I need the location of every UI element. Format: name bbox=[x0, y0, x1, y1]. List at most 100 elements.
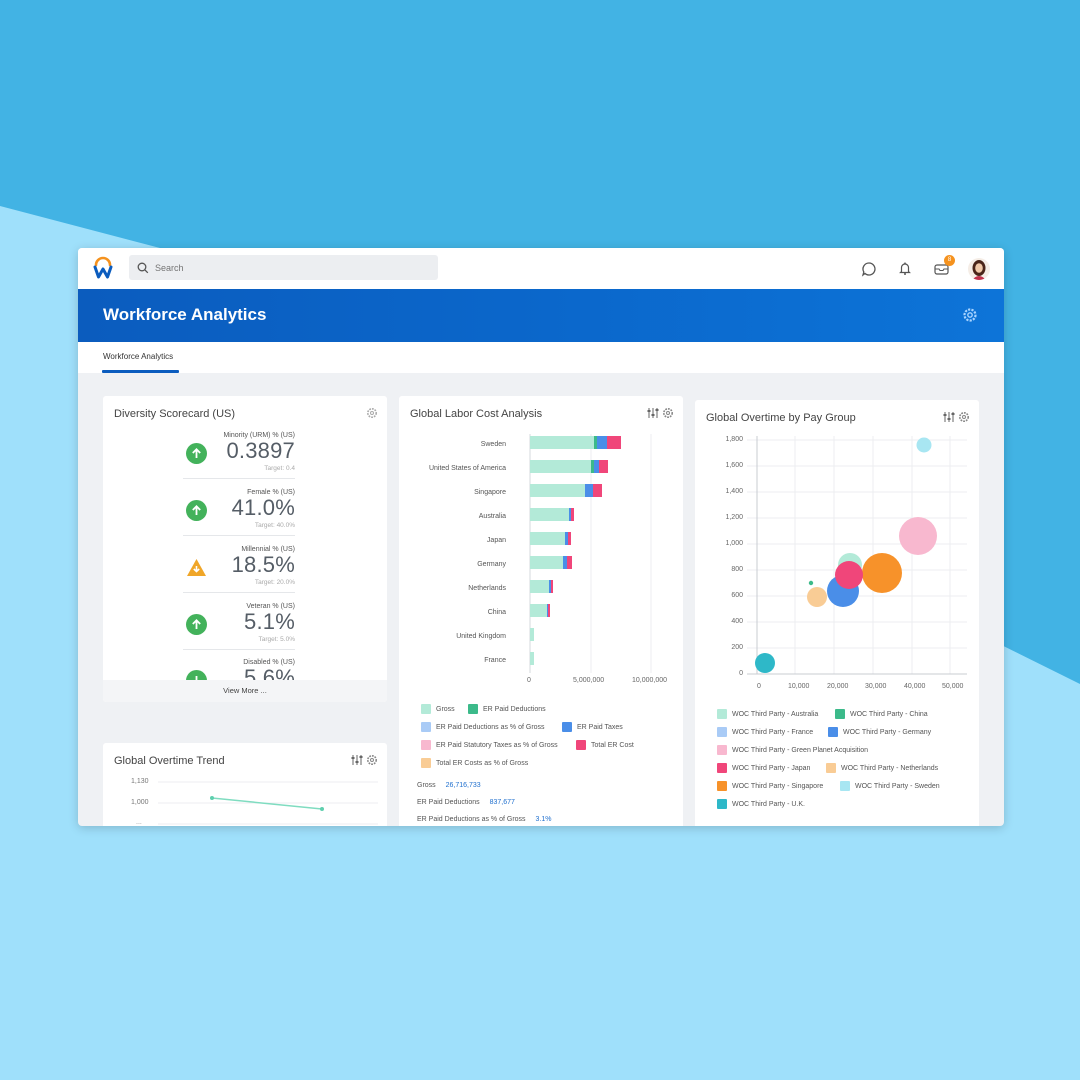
svg-text:Australia: Australia bbox=[479, 513, 506, 520]
metric-value: 0.3897 bbox=[226, 438, 295, 463]
y-tick: 600 bbox=[731, 592, 743, 599]
legend-item[interactable]: WOC Third Party - U.K. bbox=[717, 799, 805, 809]
y-tick: ... bbox=[136, 819, 142, 826]
settings-gear-icon[interactable] bbox=[366, 754, 378, 766]
legend-label: WOC Third Party - U.K. bbox=[732, 800, 805, 808]
card-title: Diversity Scorecard (US) bbox=[114, 408, 236, 420]
legend-item[interactable]: WOC Third Party - Netherlands bbox=[826, 763, 938, 773]
card-title: Global Overtime by Pay Group bbox=[706, 412, 856, 424]
legend-label: WOC Third Party - Netherlands bbox=[841, 764, 939, 772]
metric-target: Target: 40.0% bbox=[254, 522, 295, 529]
legend-label: WOC Third Party - Germany bbox=[843, 728, 932, 736]
legend-item[interactable]: WOC Third Party - Singapore bbox=[717, 781, 823, 791]
legend-swatch bbox=[421, 722, 431, 732]
summary-row: Gross 26,716,733 bbox=[417, 782, 481, 789]
labor-cost-bar-chart: Sweden United States of America Singapor… bbox=[429, 434, 652, 673]
metric-millennial[interactable]: Millennial % (US) 18.5% Target: 20.0% bbox=[183, 546, 295, 603]
card-title: Global Overtime Trend bbox=[114, 755, 225, 767]
y-tick: 1,000 bbox=[131, 799, 149, 806]
x-tick: 0 bbox=[527, 677, 531, 684]
legend-swatch bbox=[828, 727, 838, 737]
legend-swatch bbox=[421, 758, 431, 768]
card-title: Global Labor Cost Analysis bbox=[410, 408, 543, 420]
metric-minority[interactable]: Minority (URM) % (US) 0.3897 Target: 0.4 bbox=[183, 432, 295, 489]
metric-label: Millennial % (US) bbox=[241, 546, 295, 553]
settings-gear-icon[interactable] bbox=[958, 411, 970, 423]
divider bbox=[183, 592, 295, 593]
legend-item[interactable]: WOC Third Party - Japan bbox=[717, 763, 810, 773]
y-tick: 1,000 bbox=[725, 540, 743, 547]
view-more-link[interactable]: View More ... bbox=[103, 680, 387, 702]
arrow-up-icon bbox=[186, 500, 207, 521]
chat-icon[interactable] bbox=[860, 260, 878, 278]
legend-item[interactable]: ER Paid Statutory Taxes as % of Gross bbox=[421, 740, 558, 750]
avatar[interactable] bbox=[968, 257, 990, 280]
legend-label: WOC Third Party - Sweden bbox=[855, 782, 940, 790]
arrow-up-icon bbox=[186, 614, 207, 635]
metric-value: 5.1% bbox=[244, 609, 295, 634]
notification-badge: 8 bbox=[944, 254, 955, 266]
legend-item[interactable]: WOC Third Party - Sweden bbox=[840, 781, 940, 791]
legend-label: WOC Third Party - Green Planet Acquisiti… bbox=[732, 746, 869, 754]
logo-icon bbox=[93, 256, 113, 279]
metric-veteran[interactable]: Veteran % (US) 5.1% Target: 5.0% bbox=[183, 603, 295, 660]
metric-target: Target: 5.0% bbox=[258, 636, 296, 643]
settings-gear-icon[interactable] bbox=[366, 407, 378, 419]
legend-item[interactable]: WOC Third Party - Australia bbox=[717, 709, 818, 719]
legend-item[interactable]: WOC Third Party - Germany bbox=[828, 727, 931, 737]
filter-icon[interactable] bbox=[647, 407, 659, 419]
legend-item[interactable]: Total ER Costs as % of Gross bbox=[421, 758, 528, 768]
filter-icon[interactable] bbox=[943, 411, 955, 423]
summary-value[interactable]: 26,716,733 bbox=[445, 782, 481, 789]
workday-logo[interactable] bbox=[78, 248, 128, 289]
legend-swatch bbox=[562, 722, 572, 732]
x-tick: 20,000 bbox=[827, 683, 849, 690]
legend-swatch bbox=[421, 704, 431, 714]
y-tick: 1,130 bbox=[131, 778, 149, 785]
metric-female[interactable]: Female % (US) 41.0% Target: 40.0% bbox=[183, 489, 295, 546]
settings-gear-icon[interactable] bbox=[962, 307, 978, 323]
summary-value[interactable]: 837,677 bbox=[489, 799, 515, 806]
legend-swatch bbox=[840, 781, 850, 791]
x-tick: 5,000,000 bbox=[573, 677, 605, 684]
y-tick: 800 bbox=[731, 566, 743, 573]
y-tick: 1,800 bbox=[725, 436, 743, 443]
overtime-bubble-chart bbox=[747, 436, 967, 675]
search-icon bbox=[137, 262, 149, 273]
legend-item[interactable]: Gross bbox=[421, 704, 455, 714]
metric-value: 18.5% bbox=[231, 552, 295, 577]
legend-item[interactable]: WOC Third Party - Green Planet Acquisiti… bbox=[717, 745, 868, 755]
legend-item[interactable]: Total ER Cost bbox=[576, 740, 634, 750]
legend-item[interactable]: ER Paid Taxes bbox=[562, 722, 623, 732]
settings-gear-icon[interactable] bbox=[662, 407, 674, 419]
legend-label: WOC Third Party - China bbox=[850, 710, 928, 718]
tab-workforce-analytics[interactable]: Workforce Analytics bbox=[103, 352, 174, 361]
divider bbox=[183, 649, 295, 650]
search-input[interactable] bbox=[155, 262, 415, 273]
legend-swatch bbox=[468, 704, 478, 714]
tab-bar: Workforce Analytics bbox=[78, 342, 1004, 373]
legend-item[interactable]: WOC Third Party - France bbox=[717, 727, 813, 737]
x-tick: 30,000 bbox=[865, 683, 887, 690]
divider bbox=[183, 478, 295, 479]
svg-text:China: China bbox=[488, 609, 506, 616]
inbox-icon[interactable]: 8 bbox=[932, 254, 955, 278]
legend-item[interactable]: ER Paid Deductions bbox=[468, 704, 546, 714]
summary-label: ER Paid Deductions as % of Gross bbox=[417, 816, 526, 823]
search-box[interactable] bbox=[129, 255, 438, 280]
y-tick: 400 bbox=[731, 618, 743, 625]
top-bar: 8 bbox=[78, 248, 1004, 289]
filter-icon[interactable] bbox=[351, 754, 363, 766]
bell-icon[interactable] bbox=[896, 260, 914, 278]
divider bbox=[183, 535, 295, 536]
x-tick: 0 bbox=[757, 683, 761, 690]
legend-swatch bbox=[717, 763, 727, 773]
summary-value[interactable]: 3.1% bbox=[535, 816, 552, 823]
warning-icon bbox=[187, 559, 206, 576]
legend-swatch bbox=[717, 799, 727, 809]
legend-item[interactable]: WOC Third Party - China bbox=[835, 709, 928, 719]
legend-swatch bbox=[717, 781, 727, 791]
legend-item[interactable]: ER Paid Deductions as % of Gross bbox=[421, 722, 545, 732]
legend-swatch bbox=[576, 740, 586, 750]
legend-label: WOC Third Party - Japan bbox=[732, 764, 811, 772]
